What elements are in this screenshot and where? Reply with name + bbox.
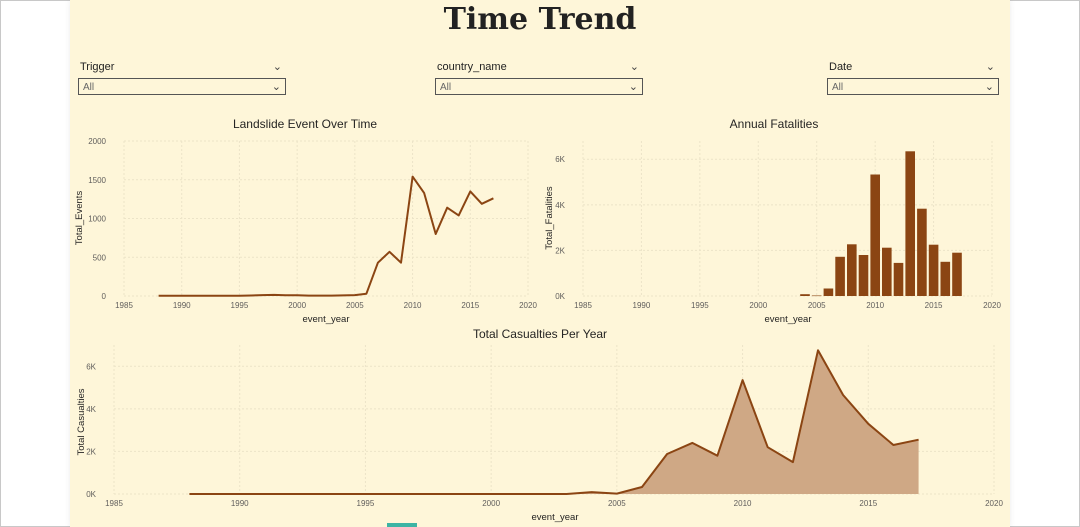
- x-tick-label: 2000: [288, 301, 306, 310]
- bar-fatalities: [858, 255, 869, 296]
- x-tick-label: 1985: [115, 301, 133, 310]
- slicer-country-dropdown[interactable]: All ⌄: [435, 78, 643, 95]
- slicer-trigger-dropdown[interactable]: All ⌄: [78, 78, 286, 95]
- x-tick-label: 2015: [461, 301, 479, 310]
- slicer-date[interactable]: Date ⌄ All ⌄: [827, 60, 999, 95]
- y-tick-label: 1500: [88, 176, 106, 185]
- chevron-down-icon[interactable]: ⌄: [628, 81, 638, 93]
- y-axis-label: Total_Events: [74, 191, 85, 246]
- y-axis-label: Total Casualties: [76, 388, 87, 455]
- chevron-down-icon[interactable]: ⌄: [272, 61, 282, 73]
- bar-fatalities: [847, 244, 857, 296]
- bar-fatalities: [893, 262, 904, 296]
- bar-fatalities: [835, 256, 845, 296]
- x-tick-label: 2010: [734, 499, 752, 508]
- y-axis-label: Total_Fatalities: [544, 186, 555, 250]
- y-tick-label: 4K: [555, 201, 565, 210]
- x-tick-label: 1990: [173, 301, 191, 310]
- x-axis-label: event_year: [531, 512, 578, 523]
- y-tick-label: 500: [93, 253, 107, 262]
- x-tick-label: 1995: [231, 301, 249, 310]
- series-line-events: [158, 175, 494, 297]
- x-tick-label: 2015: [925, 301, 943, 310]
- report-canvas: Time Trend Trigger ⌄ All ⌄ country_name …: [70, 0, 1010, 527]
- x-tick-label: 2015: [859, 499, 877, 508]
- slicer-country-value: All: [440, 82, 452, 93]
- chevron-down-icon[interactable]: ⌄: [629, 61, 639, 73]
- x-tick-label: 2000: [749, 301, 767, 310]
- y-tick-label: 4K: [86, 405, 96, 414]
- y-tick-label: 6K: [555, 155, 565, 164]
- page-indicator[interactable]: [387, 523, 417, 527]
- x-tick-label: 2020: [983, 301, 1001, 310]
- slicer-date-label: Date: [829, 61, 853, 73]
- x-tick-label: 2020: [985, 499, 1003, 508]
- slicer-date-dropdown[interactable]: All ⌄: [827, 78, 999, 95]
- chevron-down-icon[interactable]: ⌄: [271, 81, 281, 93]
- x-tick-label: 1990: [231, 499, 249, 508]
- slicer-trigger[interactable]: Trigger ⌄ All ⌄: [78, 60, 286, 95]
- charts-layer: Landslide Event Over Time 0 500 1000 1500 200…: [74, 117, 1003, 523]
- x-tick-label: 2005: [808, 301, 826, 310]
- x-tick-label: 1990: [633, 301, 651, 310]
- bar-fatalities: [800, 294, 810, 296]
- slicer-country-label: country_name: [437, 61, 507, 73]
- slicer-country[interactable]: country_name ⌄ All ⌄: [435, 60, 643, 95]
- bar-fatalities: [905, 151, 915, 296]
- bar-fatalities: [952, 252, 962, 296]
- bar-fatalities: [917, 208, 927, 296]
- y-tick-label: 1000: [88, 215, 106, 224]
- x-tick-label: 2010: [866, 301, 884, 310]
- bar-fatalities: [928, 244, 939, 296]
- x-tick-label: 2005: [608, 499, 626, 508]
- bar-fatalities: [811, 295, 822, 297]
- x-axis-label: event_year: [302, 314, 349, 325]
- x-tick-label: 2000: [482, 499, 500, 508]
- y-tick-label: 6K: [86, 362, 96, 371]
- y-tick-label: 0: [102, 292, 107, 301]
- x-tick-label: 1995: [691, 301, 709, 310]
- slicer-trigger-label: Trigger: [80, 61, 115, 73]
- x-tick-label: 1985: [105, 499, 123, 508]
- y-tick-label: 0K: [86, 490, 96, 499]
- x-tick-label: 1995: [357, 499, 375, 508]
- chevron-down-icon[interactable]: ⌄: [985, 61, 995, 73]
- page-title: Time Trend: [443, 2, 637, 37]
- x-tick-label: 1985: [574, 301, 592, 310]
- y-tick-label: 0K: [555, 292, 565, 301]
- y-tick-label: 2K: [86, 447, 96, 456]
- bar-fatalities: [823, 288, 834, 296]
- slicer-date-value: All: [832, 82, 844, 93]
- chart-title-fatalities: Annual Fatalities: [730, 117, 819, 131]
- slicer-trigger-value: All: [83, 82, 95, 93]
- chart-title-events: Landslide Event Over Time: [233, 117, 377, 131]
- y-tick-label: 2000: [88, 137, 106, 146]
- series-line-casualties: [189, 349, 919, 495]
- x-tick-label: 2020: [519, 301, 537, 310]
- x-axis-label: event_year: [764, 314, 811, 325]
- bar-fatalities: [882, 247, 892, 296]
- x-tick-label: 2005: [346, 301, 364, 310]
- chevron-down-icon[interactable]: ⌄: [984, 81, 994, 93]
- y-tick-label: 2K: [555, 246, 565, 255]
- chart-title-casualties: Total Casualties Per Year: [473, 327, 607, 341]
- bar-fatalities: [870, 174, 880, 296]
- x-tick-label: 2010: [404, 301, 422, 310]
- bar-fatalities: [940, 261, 951, 296]
- area-fill-casualties: [189, 350, 919, 494]
